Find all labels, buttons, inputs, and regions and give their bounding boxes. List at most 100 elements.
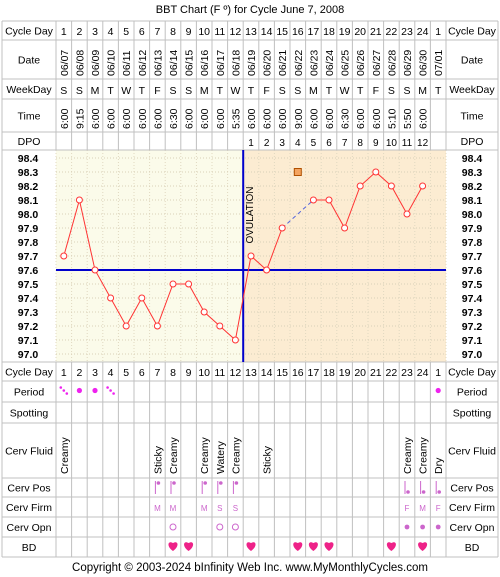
time-label: 6:00	[215, 108, 227, 129]
row-label-right-bd: BD	[465, 542, 480, 554]
temp-point-day-6	[138, 294, 146, 302]
cerv-pos-dot	[437, 490, 442, 494]
time-label: 5:35	[230, 108, 242, 129]
time-label: 6:00	[246, 108, 258, 129]
bd-heart-icon	[168, 542, 178, 551]
y-tick-label-left: 97.4	[18, 293, 39, 305]
y-tick-label-right: 98.1	[462, 195, 483, 207]
period-dot	[435, 387, 441, 394]
cerv-firm-letter: F	[436, 504, 441, 513]
weekday-label: T	[139, 85, 146, 97]
row-label-cerv-firm: Cerv Firm	[6, 502, 52, 514]
cerv-firm-letter: M	[154, 504, 161, 513]
time-label: 6:00	[277, 108, 289, 129]
y-tick-label-left: 97.7	[18, 251, 39, 263]
time-label: 6:00	[262, 108, 274, 129]
weekday-label: M	[91, 85, 100, 97]
row-label-right-dpo: DPO	[461, 136, 484, 148]
date-label: 06/12	[137, 50, 149, 76]
temp-point-day-20	[356, 182, 364, 190]
cerv-fluid-label: Creamy	[418, 436, 430, 474]
weekday-label: M	[309, 85, 318, 97]
period-spot-dot	[65, 392, 69, 395]
cycle-day-number: 21	[370, 26, 382, 38]
y-tick-label-right: 97.4	[462, 293, 483, 305]
cerv-opn-closed-dot	[435, 524, 441, 530]
row-label-right-date: Date	[461, 55, 483, 67]
chart-title: BBT Chart (F º) for Cycle June 7, 2008	[156, 4, 344, 16]
time-label: 9:15	[74, 108, 86, 129]
cycle-day-number-bottom: 11	[214, 367, 225, 379]
weekday-label: T	[217, 85, 224, 97]
date-label: 06/28	[386, 50, 398, 76]
cycle-day-number: 17	[308, 26, 320, 38]
row-label-right-cycle-day: Cycle Day	[448, 367, 497, 379]
date-label: 06/18	[230, 50, 242, 76]
cycle-day-number: 20	[354, 26, 366, 38]
cerv-firm-letter: M	[170, 504, 177, 513]
dpo-number: 3	[279, 138, 285, 149]
date-label: 06/16	[199, 50, 211, 76]
dpo-number: 7	[342, 138, 348, 149]
date-label: 06/14	[168, 50, 180, 76]
y-tick-label-left: 97.0	[18, 349, 39, 361]
bd-heart-icon	[246, 542, 256, 551]
cerv-fluid-label: Creamy	[230, 436, 242, 474]
cycle-day-number: 13	[245, 26, 257, 38]
cycle-day-number-bottom: 17	[308, 367, 320, 379]
row-label-right-cerv-firm: Cerv Firm	[449, 502, 495, 514]
row-label-date: Date	[18, 55, 40, 67]
date-label: 06/26	[355, 50, 367, 76]
date-label: 06/19	[246, 50, 258, 76]
dpo-number: 11	[402, 138, 413, 149]
cycle-day-number: 1	[61, 26, 67, 38]
cycle-day-number: 24	[417, 26, 429, 38]
y-tick-label-right: 98.0	[462, 209, 483, 221]
cycle-day-number: 23	[401, 26, 413, 38]
cerv-firm-letter: M	[201, 504, 208, 513]
cycle-day-number-bottom: 13	[245, 367, 257, 379]
cerv-fluid-label: Watery	[215, 440, 227, 474]
bd-heart-icon	[184, 542, 194, 551]
cycle-day-number-bottom: 19	[339, 367, 351, 379]
weekday-label: S	[60, 85, 67, 97]
temp-point-day-1	[60, 252, 68, 260]
time-label: 6:00	[121, 108, 133, 129]
cycle-day-number: 15	[276, 26, 288, 38]
cycle-day-number-bottom: 7	[154, 367, 160, 379]
cycle-day-number: 10	[198, 26, 210, 38]
cerv-fluid-label: Creamy	[199, 436, 211, 474]
y-tick-label-right: 97.1	[462, 335, 483, 347]
temp-point-day-10	[200, 308, 208, 316]
time-label: 6:30	[168, 108, 180, 129]
cycle-day-number-bottom: 1	[61, 367, 67, 379]
cerv-firm-letter: S	[217, 504, 222, 513]
ovulation-label: OVULATION	[245, 186, 256, 243]
y-tick-label-right: 98.2	[462, 181, 483, 193]
weekday-label: S	[169, 85, 176, 97]
row-label-period: Period	[14, 387, 45, 399]
period-spot-dot	[106, 386, 109, 389]
temp-point-day-7	[153, 322, 161, 330]
cerv-fluid-label: Dry	[433, 457, 445, 474]
cycle-day-number: 1	[435, 26, 441, 38]
date-label: 06/08	[74, 50, 86, 76]
weekday-label: W	[230, 85, 240, 97]
row-label-right-period: Period	[457, 387, 488, 399]
cerv-fluid-label: Creamy	[402, 436, 414, 474]
cerv-pos-dot	[234, 481, 239, 485]
cycle-day-number: 9	[186, 26, 192, 38]
date-label: 06/15	[184, 50, 196, 76]
y-tick-label-left: 97.9	[18, 223, 39, 235]
weekday-label: T	[326, 85, 333, 97]
y-tick-label-right: 97.8	[462, 237, 483, 249]
copyright-footer[interactable]: Copyright © 2003-2024 bInfinity Web Inc.…	[72, 562, 428, 574]
y-tick-label-right: 97.3	[462, 307, 483, 319]
period-spot-dot	[59, 386, 63, 389]
date-label: 06/25	[340, 50, 352, 76]
weekday-label: T	[248, 85, 255, 97]
time-label: 5:10	[386, 108, 398, 129]
cycle-day-number: 6	[139, 26, 145, 38]
cycle-day-number-bottom: 21	[370, 367, 382, 379]
